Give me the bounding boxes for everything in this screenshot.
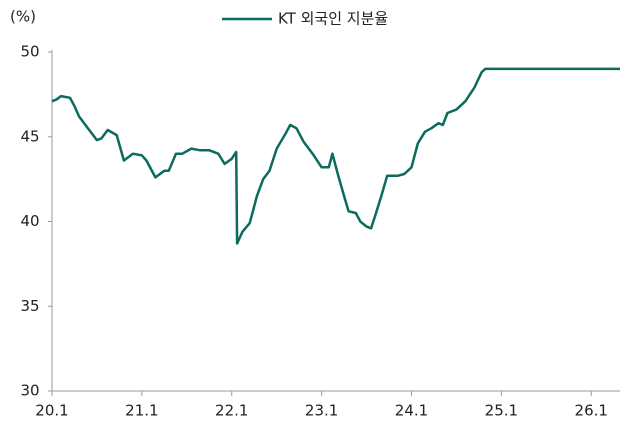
y-unit-label: (%) — [10, 8, 36, 26]
x-tick-label: 24.1 — [395, 402, 428, 420]
data-line — [51, 67, 620, 245]
x-tick-label: 22.1 — [215, 402, 248, 420]
legend-label: KT 외국인 지분율 — [278, 10, 388, 28]
x-tick-label: 20.1 — [35, 402, 68, 420]
x-tick-label: 26.1 — [575, 402, 608, 420]
y-tick-label: 40 — [20, 212, 39, 230]
x-tick-label: 25.1 — [485, 402, 518, 420]
y-tick-label: 30 — [20, 382, 39, 400]
y-tick-label: 45 — [20, 127, 39, 145]
y-tick-label: 35 — [20, 297, 39, 315]
y-tick-label: 50 — [20, 43, 39, 61]
x-tick-label: 21.1 — [125, 402, 158, 420]
x-tick-label: 23.1 — [305, 402, 338, 420]
